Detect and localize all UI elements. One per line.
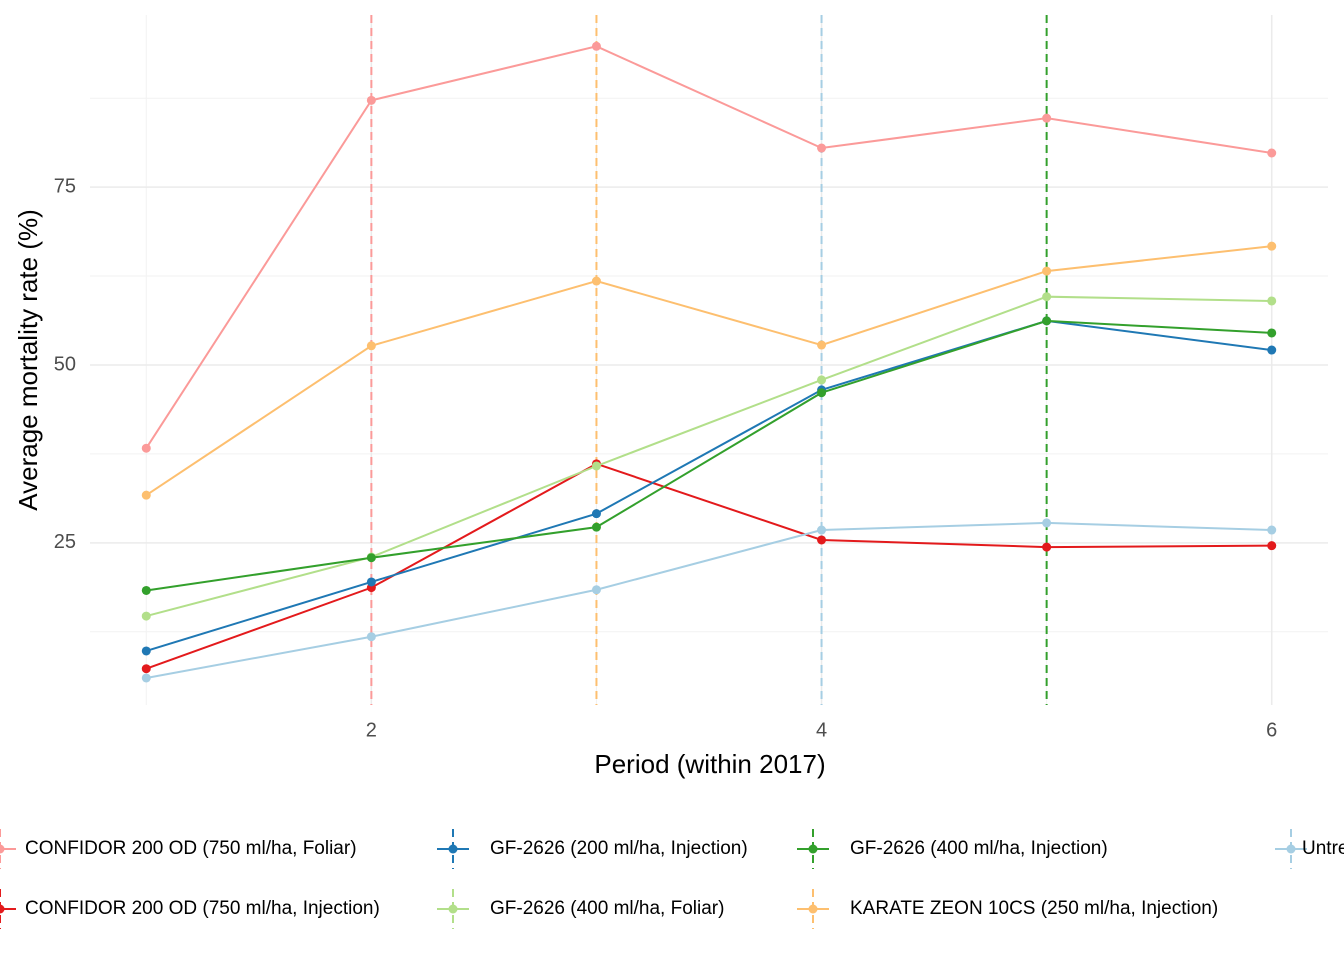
data-point bbox=[1042, 292, 1052, 302]
x-axis-title: Period (within 2017) bbox=[594, 749, 825, 779]
series-line bbox=[145, 319, 1272, 652]
data-point bbox=[141, 646, 151, 656]
data-point bbox=[1042, 518, 1052, 528]
data-point bbox=[366, 95, 376, 105]
data-point bbox=[1042, 113, 1052, 123]
y-tick-label: 75 bbox=[54, 175, 76, 197]
series-line bbox=[145, 45, 1272, 449]
data-point bbox=[817, 525, 827, 535]
data-point bbox=[1042, 316, 1052, 326]
legend-key-point bbox=[808, 904, 818, 914]
legend-label: CONFIDOR 200 OD (750 ml/ha, Injection) bbox=[25, 898, 380, 919]
series-line bbox=[146, 295, 1272, 618]
legend-key-point bbox=[1286, 844, 1296, 854]
data-point bbox=[1267, 525, 1277, 535]
data-point bbox=[1042, 542, 1052, 552]
x-tick-label: 6 bbox=[1266, 719, 1277, 741]
x-tick-label: 4 bbox=[816, 719, 827, 741]
data-point bbox=[141, 673, 151, 683]
legend-label: GF-2626 (400 ml/ha, Foliar) bbox=[490, 898, 724, 919]
data-point bbox=[141, 443, 151, 453]
data-point bbox=[817, 340, 827, 350]
data-point bbox=[366, 341, 376, 351]
x-tick-label: 2 bbox=[366, 719, 377, 741]
data-point bbox=[1267, 345, 1277, 355]
series-line bbox=[146, 319, 1272, 592]
data-point bbox=[817, 375, 827, 385]
legend-key-point bbox=[448, 904, 458, 914]
data-point bbox=[817, 143, 827, 153]
legend-key-point bbox=[0, 844, 5, 854]
data-point bbox=[141, 611, 151, 621]
data-point bbox=[366, 553, 376, 563]
data-point bbox=[591, 522, 601, 532]
data-point bbox=[817, 535, 827, 545]
data-point bbox=[1267, 241, 1277, 251]
data-point bbox=[591, 585, 601, 595]
legend-key-point bbox=[448, 844, 458, 854]
data-point bbox=[591, 276, 601, 286]
y-axis-title: Average mortality rate (%) bbox=[13, 209, 43, 511]
data-point bbox=[591, 461, 601, 471]
data-point bbox=[366, 577, 376, 587]
data-point bbox=[1267, 148, 1277, 158]
data-point bbox=[1267, 328, 1277, 338]
data-point bbox=[817, 388, 827, 398]
legend-key-point bbox=[0, 904, 5, 914]
legend-key-point bbox=[808, 844, 818, 854]
data-point bbox=[591, 509, 601, 519]
legend-label: GF-2626 (400 ml/ha, Injection) bbox=[850, 838, 1108, 859]
data-point bbox=[366, 632, 376, 642]
data-point bbox=[141, 490, 151, 500]
data-point bbox=[141, 664, 151, 674]
data-point bbox=[591, 41, 601, 51]
data-point bbox=[1267, 541, 1277, 551]
y-tick-label: 25 bbox=[54, 531, 76, 553]
y-tick-label: 50 bbox=[54, 353, 76, 375]
series-line bbox=[146, 521, 1272, 679]
legend-label: KARATE ZEON 10CS (250 ml/ha, Injection) bbox=[850, 898, 1218, 919]
legend-label: GF-2626 (200 ml/ha, Injection) bbox=[490, 838, 748, 859]
series-line bbox=[145, 245, 1272, 496]
legend-label: CONFIDOR 200 OD (750 ml/ha, Foliar) bbox=[25, 838, 357, 859]
legend-label: Untreated bbox=[1302, 838, 1344, 859]
data-point bbox=[1267, 296, 1277, 306]
series-line bbox=[145, 462, 1272, 670]
data-point bbox=[141, 585, 151, 595]
data-point bbox=[1042, 266, 1052, 276]
